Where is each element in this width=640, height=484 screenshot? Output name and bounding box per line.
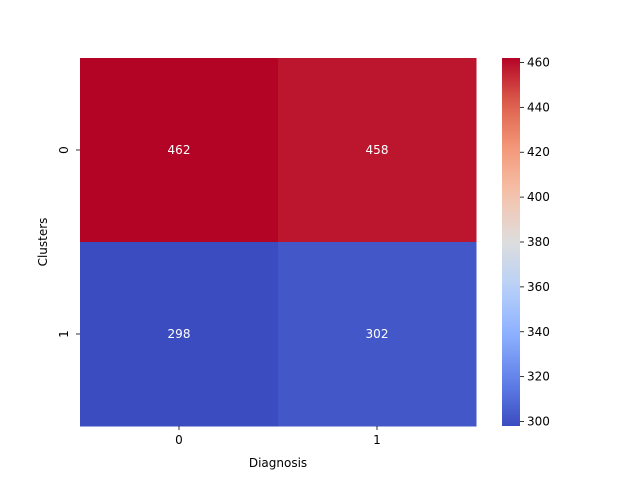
y-axis-label: Clusters (36, 218, 50, 267)
heatmap-cell (80, 242, 279, 427)
colorbar (502, 58, 520, 426)
y-axis: 01 (57, 146, 80, 338)
x-tick-label: 0 (175, 433, 183, 447)
y-tick-label: 0 (57, 146, 71, 154)
colorbar-tick-label: 460 (527, 55, 550, 69)
y-tick-label: 1 (57, 330, 71, 338)
colorbar-tick-label: 300 (527, 415, 550, 429)
heatmap-cell (278, 242, 477, 427)
colorbar-tick-label: 400 (527, 190, 550, 204)
colorbar-tick-label: 380 (527, 235, 550, 249)
heatmap-cells (80, 58, 477, 427)
cell-annotations: 462 458 298 302 (168, 143, 389, 341)
cell-value-label: 458 (366, 143, 389, 157)
colorbar-tick-label: 360 (527, 280, 550, 294)
x-tick-label: 1 (373, 433, 381, 447)
cell-value-label: 302 (366, 327, 389, 341)
cell-value-label: 298 (168, 327, 191, 341)
colorbar-tick-label: 440 (527, 100, 550, 114)
colorbar-ticks: 300 320 340 360 380 400 420 440 460 (520, 55, 550, 429)
cell-value-label: 462 (168, 143, 191, 157)
colorbar-tick-label: 340 (527, 325, 550, 339)
heatmap-cell (278, 58, 477, 243)
colorbar-tick-label: 420 (527, 145, 550, 159)
heatmap-cell (80, 58, 279, 243)
x-axis-label: Diagnosis (249, 456, 307, 470)
colorbar-tick-label: 320 (527, 370, 550, 384)
